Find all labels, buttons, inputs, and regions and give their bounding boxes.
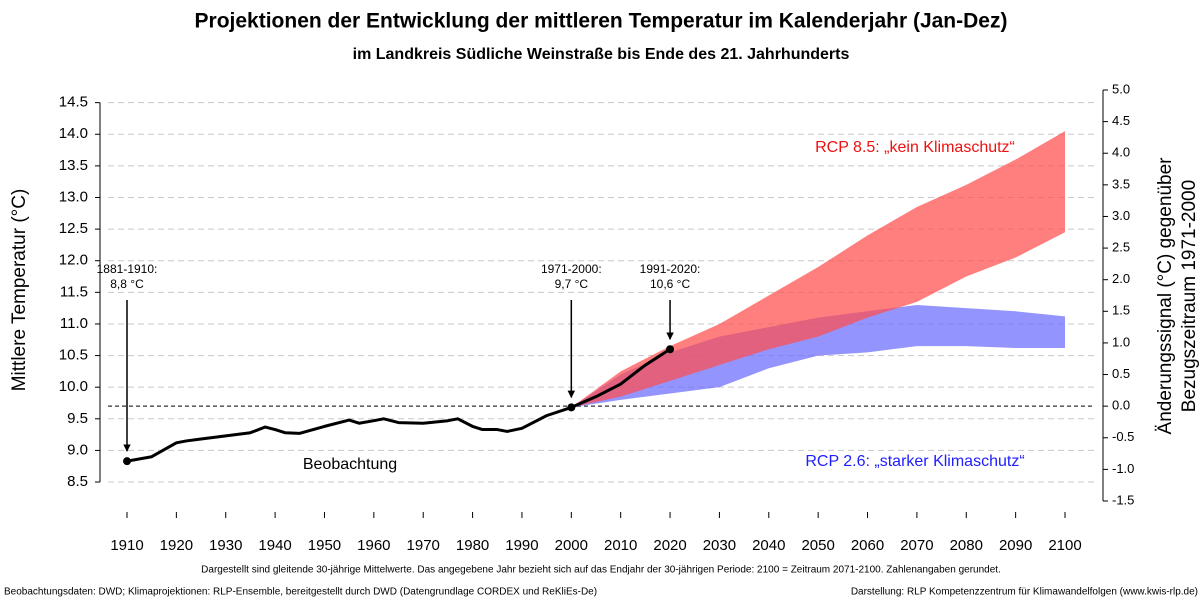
y-tick-label: 14.0 xyxy=(59,125,88,142)
y-tick-label: 12.0 xyxy=(59,252,88,269)
annotation: 8,8 °C xyxy=(110,277,144,291)
x-tick-label: 2010 xyxy=(604,537,637,554)
y-tick-label: 10.5 xyxy=(59,347,88,364)
x-tick-label: 2030 xyxy=(703,537,736,554)
x-tick-label: 1920 xyxy=(160,537,193,554)
y-tick-label: 11.0 xyxy=(60,315,88,332)
x-tick-label: 1990 xyxy=(505,537,538,554)
x-tick-label: 1960 xyxy=(357,537,390,554)
source-right: Darstellung: RLP Kompetenzzentrum für Kl… xyxy=(851,587,1198,598)
observation-point xyxy=(666,345,675,354)
source-left: Beobachtungsdaten: DWD; Klimaprojektione… xyxy=(4,587,597,598)
y2-tick-label: 1.5 xyxy=(1112,303,1130,318)
x-tick-label: 1980 xyxy=(456,537,489,554)
y-tick-label: 13.0 xyxy=(59,188,88,205)
y-tick-label: 12.5 xyxy=(59,220,88,237)
x-tick-label: 2080 xyxy=(950,537,983,554)
projection-band xyxy=(571,131,1065,408)
x-tick-label: 1930 xyxy=(209,537,242,554)
annotation: 1881-1910: xyxy=(97,262,158,276)
y2-axis-label: Änderungssignal (°C) gegenüber xyxy=(1155,157,1176,435)
projection-band xyxy=(571,304,1065,408)
x-tick-label: 2100 xyxy=(1048,537,1081,554)
x-tick-label: 2090 xyxy=(999,537,1032,554)
y2-tick-label: 0.5 xyxy=(1112,366,1130,381)
series-label: RCP 8.5: „kein Klimaschutz“ xyxy=(815,139,1015,156)
observation-point xyxy=(567,403,576,412)
y-tick-label: 14.5 xyxy=(59,94,88,111)
x-tick-label: 2000 xyxy=(555,537,588,554)
y2-tick-label: -1.5 xyxy=(1112,492,1134,507)
x-tick-label: 1970 xyxy=(407,537,440,554)
x-tick-label: 2070 xyxy=(900,537,933,554)
y-tick-label: 9.0 xyxy=(67,441,88,458)
y2-tick-label: 2.0 xyxy=(1112,271,1130,286)
y2-tick-label: 0.0 xyxy=(1112,398,1130,413)
series-label: Beobachtung xyxy=(303,456,397,473)
annotation: 1971-2000: xyxy=(541,262,602,276)
y-tick-label: 13.5 xyxy=(59,157,88,174)
annotation: 10,6 °C xyxy=(650,277,690,291)
y2-tick-label: 5.0 xyxy=(1112,81,1130,96)
observation-line xyxy=(126,347,671,463)
x-tick-label: 1940 xyxy=(258,537,291,554)
y-tick-label: 8.5 xyxy=(67,473,88,490)
x-tick-label: 1950 xyxy=(308,537,341,554)
footnote: Dargestellt sind gleitende 30-jährige Mi… xyxy=(201,565,1001,576)
x-tick-label: 2020 xyxy=(653,537,686,554)
chart-subtitle: im Landkreis Südliche Weinstraße bis End… xyxy=(353,46,850,63)
y2-axis-label: Bezugszeitraum 1971-2000 xyxy=(1179,180,1200,412)
x-tick-label: 1910 xyxy=(110,537,143,554)
annotation: 1991-2020: xyxy=(640,262,701,276)
x-tick-label: 2040 xyxy=(752,537,785,554)
y2-tick-label: 4.0 xyxy=(1112,145,1130,160)
y2-tick-label: -1.0 xyxy=(1112,461,1134,476)
x-tick-label: 2050 xyxy=(801,537,834,554)
y2-tick-label: -0.5 xyxy=(1112,429,1134,444)
observation-point xyxy=(123,457,131,466)
annotation: 9,7 °C xyxy=(555,277,589,291)
y2-tick-label: 1.0 xyxy=(1112,334,1130,349)
y-tick-label: 9.5 xyxy=(67,410,88,427)
x-tick-label: 2060 xyxy=(851,537,884,554)
y2-tick-label: 2.5 xyxy=(1112,240,1130,255)
y-tick-label: 10.0 xyxy=(59,378,88,395)
y-axis-label: Mittlere Temperatur (°C) xyxy=(9,189,30,392)
series-label: RCP 2.6: „starker Klimaschutz“ xyxy=(805,453,1024,470)
y2-tick-label: 4.5 xyxy=(1112,113,1130,128)
chart-title: Projektionen der Entwicklung der mittler… xyxy=(195,10,1008,33)
y2-tick-label: 3.0 xyxy=(1112,208,1130,223)
y2-tick-label: 3.5 xyxy=(1112,176,1130,191)
y-tick-label: 11.5 xyxy=(60,283,88,300)
